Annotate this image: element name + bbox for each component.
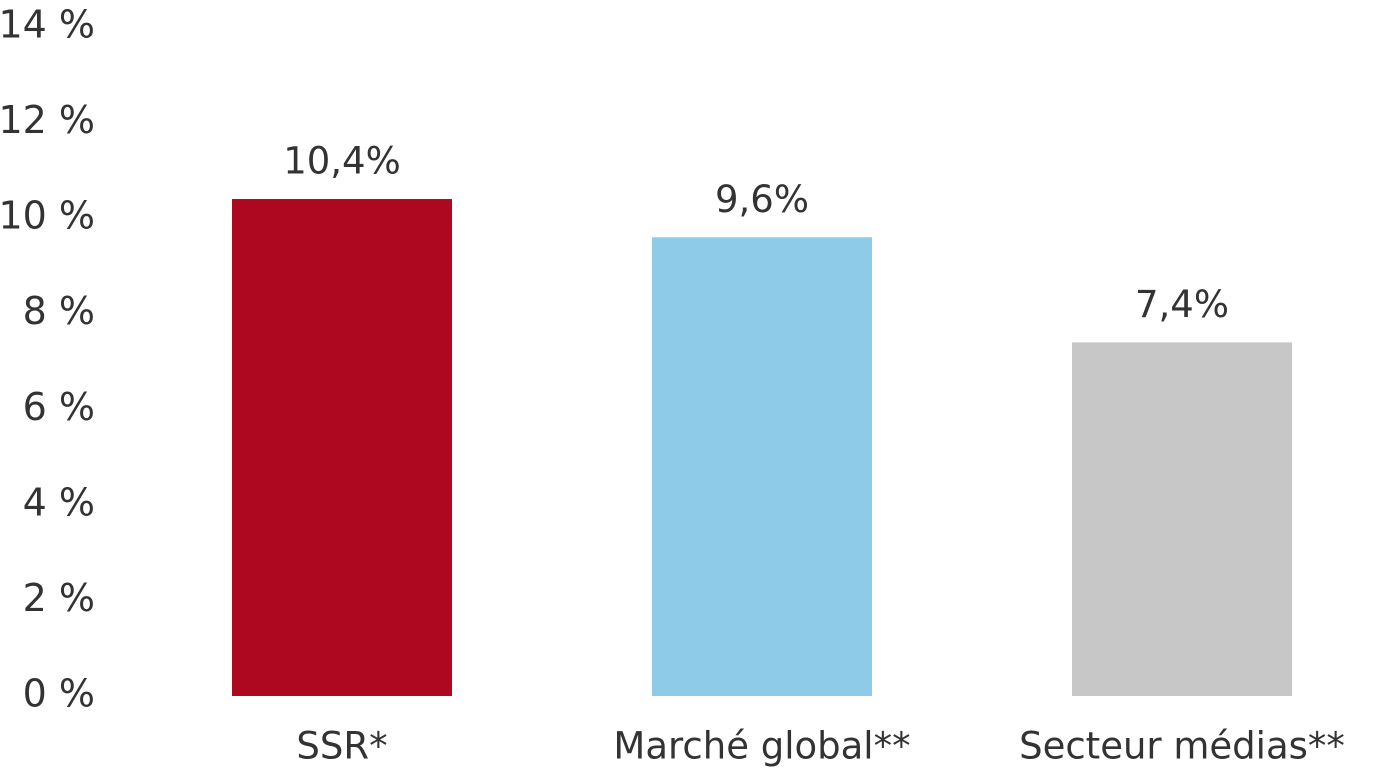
value-label: 10,4% bbox=[283, 140, 401, 183]
bar bbox=[652, 237, 872, 696]
x-tick-label: Marché global** bbox=[613, 725, 910, 768]
y-tick-label: 4 % bbox=[23, 480, 95, 524]
value-label: 7,4% bbox=[1135, 283, 1229, 326]
bar bbox=[232, 199, 452, 696]
y-tick-label: 10 % bbox=[0, 194, 95, 238]
y-tick-label: 2 % bbox=[23, 576, 95, 620]
value-label: 9,6% bbox=[715, 178, 809, 221]
y-tick-label: 12 % bbox=[0, 98, 95, 142]
bar bbox=[1072, 342, 1292, 696]
y-tick-label: 8 % bbox=[23, 289, 95, 333]
x-tick-label: Secteur médias** bbox=[1019, 725, 1345, 768]
y-tick-label: 0 % bbox=[23, 672, 95, 716]
x-tick-label: SSR* bbox=[296, 725, 387, 768]
y-tick-label: 6 % bbox=[23, 385, 95, 429]
y-tick-label: 14 % bbox=[0, 3, 95, 47]
